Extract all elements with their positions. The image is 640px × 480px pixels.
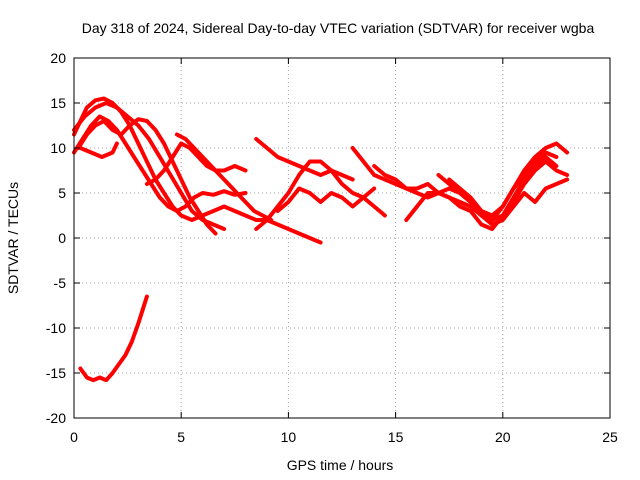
series-trace-3 (72, 101, 227, 231)
x-tick-label: 15 (388, 429, 404, 445)
y-axis-ticks: -20 -15 -10 -5 0 5 10 15 20 (46, 50, 610, 426)
chart-title: Day 318 of 2024, Sidereal Day-to-day VTE… (82, 20, 595, 36)
x-tick-label: 5 (177, 429, 185, 445)
series-trace-14 (436, 173, 570, 227)
series-trace-5 (78, 141, 119, 159)
x-tick-label: 10 (281, 429, 297, 445)
series-trace-16 (78, 294, 149, 383)
series-trace-1 (72, 96, 323, 245)
series-trace-8 (254, 137, 355, 182)
series-trace-6 (144, 141, 248, 186)
x-axis-ticks: 0 5 10 15 20 25 (70, 58, 618, 445)
series-trace-2 (72, 114, 248, 213)
x-tick-label: 20 (495, 429, 511, 445)
series-trace-11 (350, 141, 570, 222)
series-trace-10 (275, 186, 377, 213)
y-tick-label: -10 (46, 320, 66, 336)
series-trace-4 (76, 117, 218, 236)
x-tick-label: 0 (70, 429, 78, 445)
y-tick-label: 20 (50, 50, 66, 66)
x-tick-label: 25 (602, 429, 618, 445)
y-tick-label: -20 (46, 410, 66, 426)
y-axis-label: SDTVAR / TECUs (5, 182, 21, 294)
y-tick-label: 10 (50, 140, 66, 156)
y-tick-label: 15 (50, 95, 66, 111)
grid (74, 58, 610, 418)
series-trace-15 (447, 159, 570, 222)
y-tick-label: 5 (58, 185, 66, 201)
y-tick-label: -15 (46, 365, 66, 381)
data-series-group (72, 96, 570, 383)
y-tick-label: 0 (58, 230, 66, 246)
y-tick-label: -5 (54, 275, 67, 291)
x-axis-label: GPS time / hours (287, 457, 394, 473)
series-trace-13 (404, 155, 559, 231)
series-trace-7 (174, 132, 274, 222)
